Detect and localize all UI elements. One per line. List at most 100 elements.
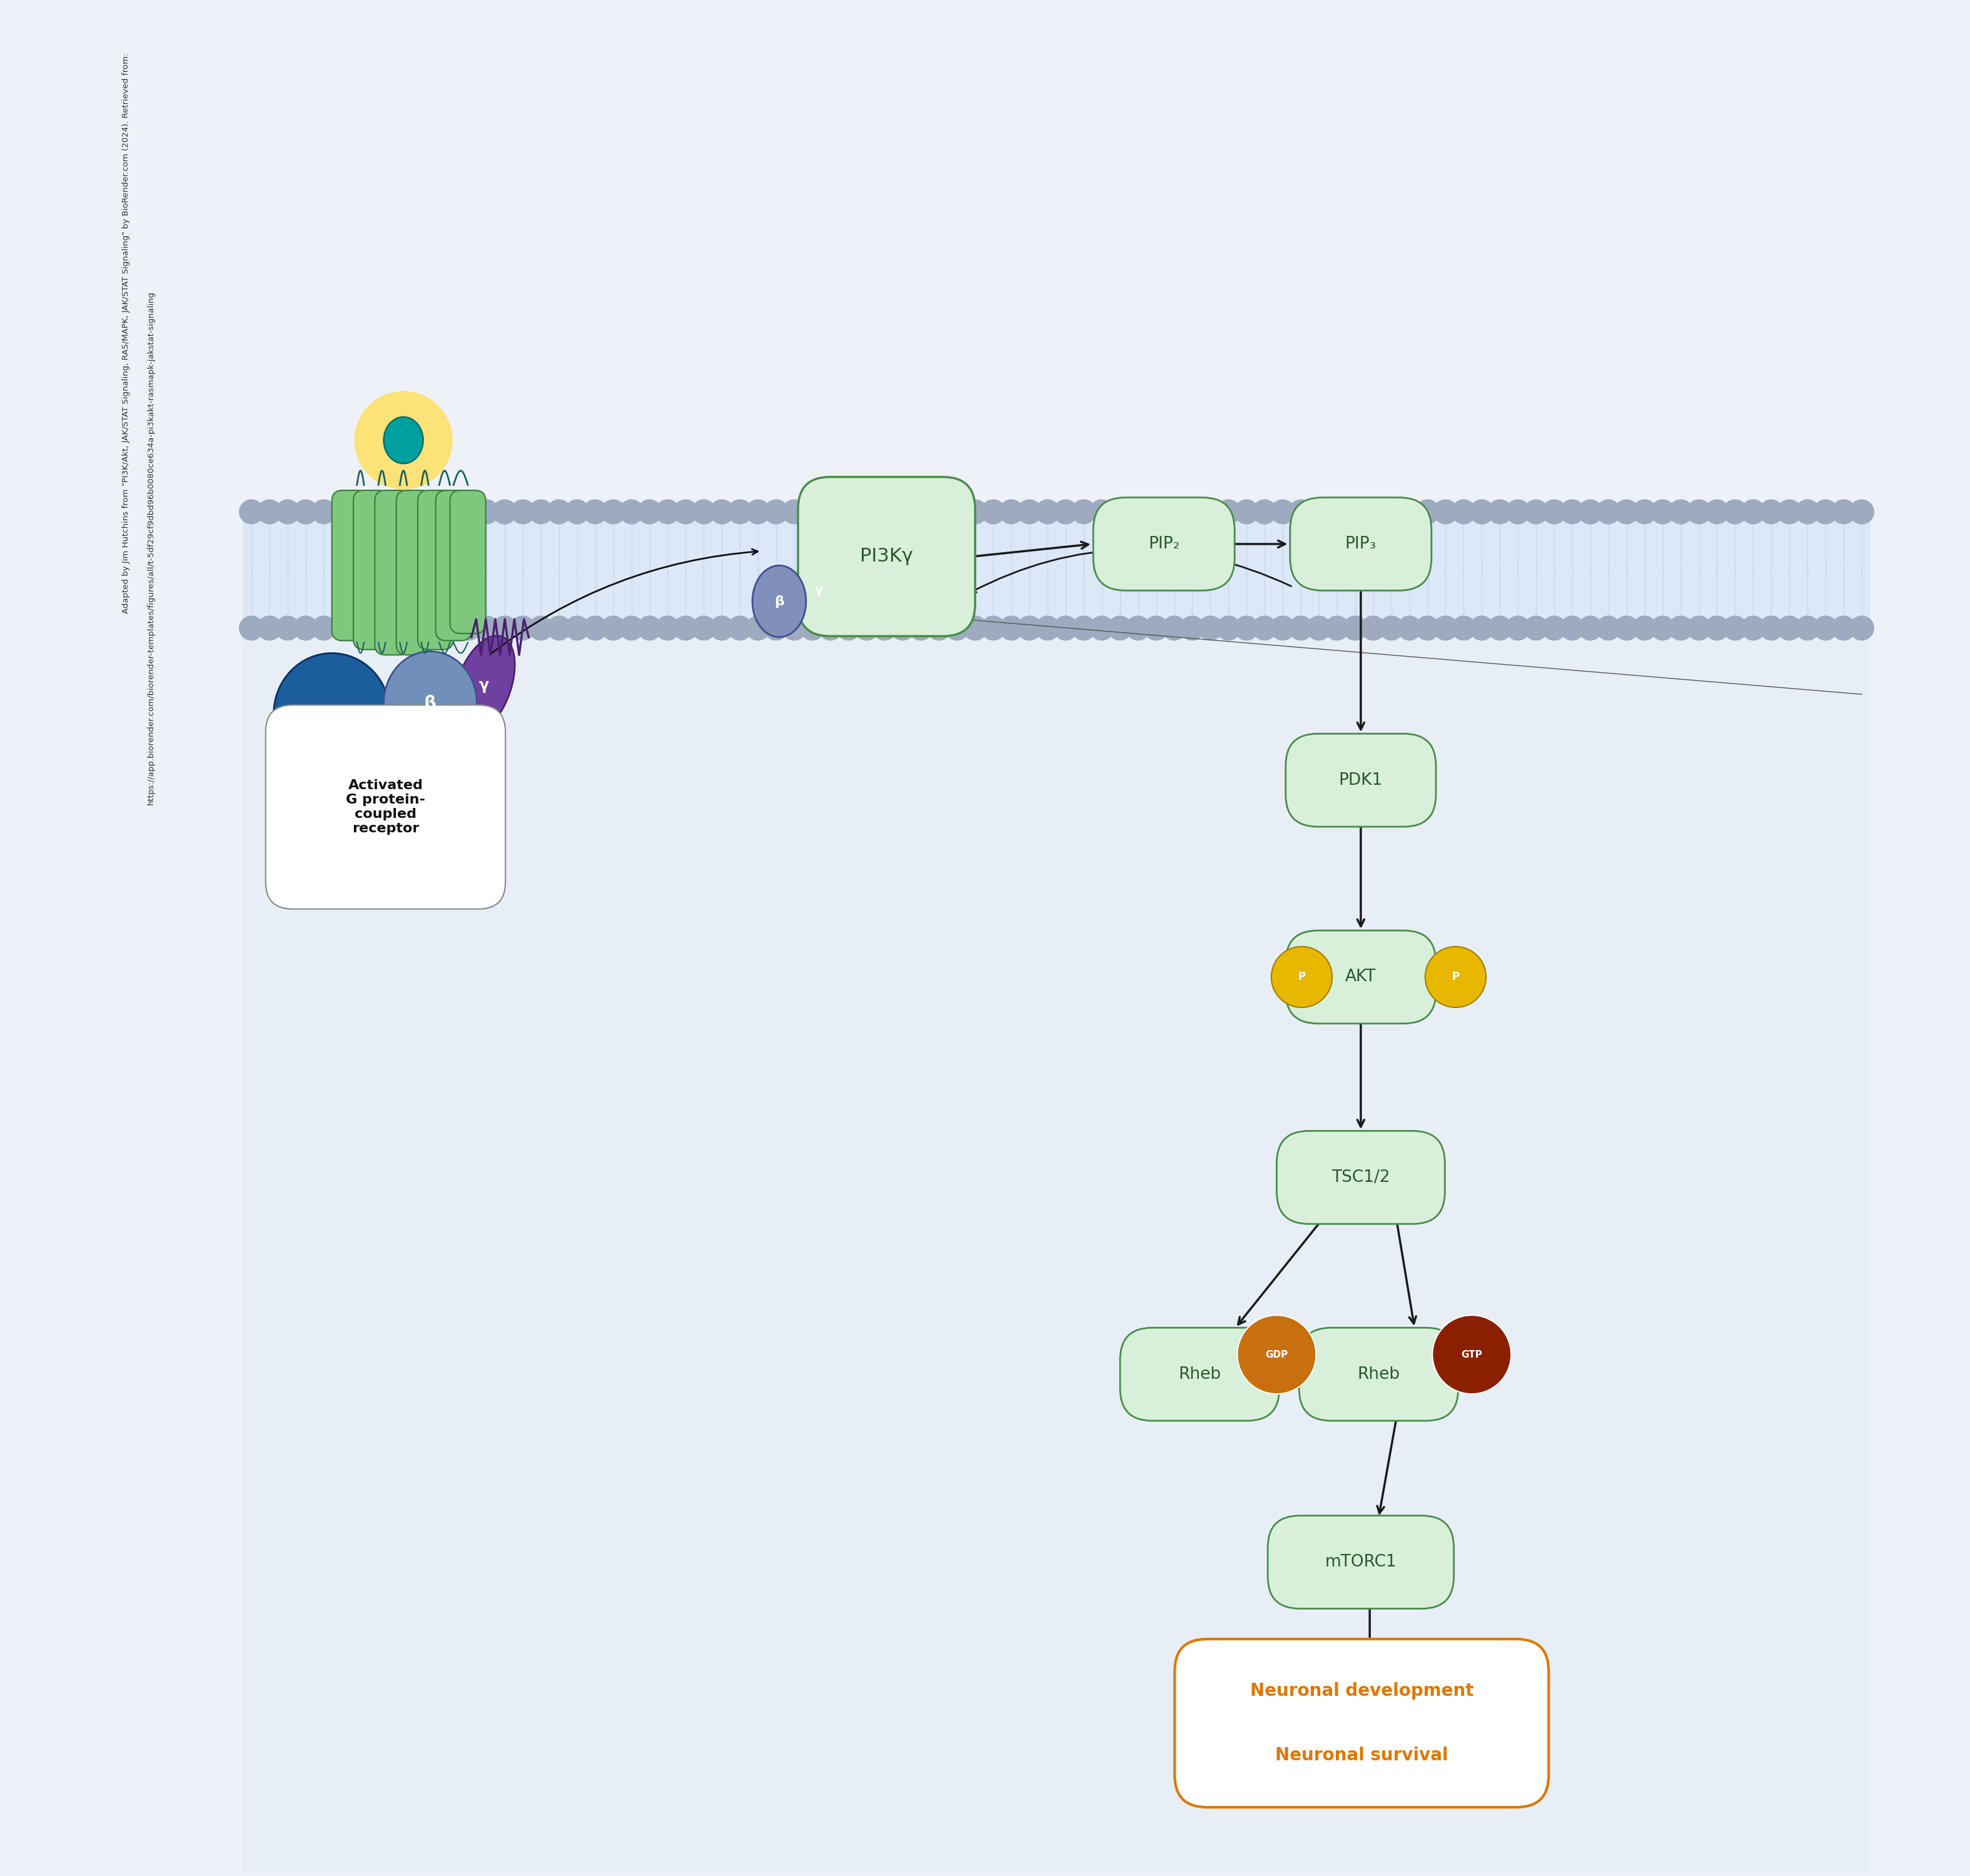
Circle shape <box>636 499 662 523</box>
Text: PI3Kγ: PI3Kγ <box>861 548 914 565</box>
Circle shape <box>1505 499 1531 523</box>
Circle shape <box>674 499 697 523</box>
Circle shape <box>276 615 299 640</box>
FancyBboxPatch shape <box>266 705 506 910</box>
Circle shape <box>1669 615 1694 640</box>
Text: β: β <box>424 694 437 713</box>
Circle shape <box>1288 615 1314 640</box>
Circle shape <box>475 499 498 523</box>
Circle shape <box>1759 615 1783 640</box>
Text: GDP: GDP <box>1265 1351 1288 1360</box>
Circle shape <box>1288 499 1314 523</box>
Circle shape <box>1578 615 1604 640</box>
Circle shape <box>727 615 753 640</box>
Circle shape <box>1215 615 1241 640</box>
Circle shape <box>944 499 969 523</box>
Circle shape <box>1162 615 1186 640</box>
Circle shape <box>1034 615 1060 640</box>
Circle shape <box>1198 615 1223 640</box>
Circle shape <box>1812 499 1838 523</box>
Circle shape <box>1741 499 1765 523</box>
Circle shape <box>1379 499 1405 523</box>
Circle shape <box>1143 615 1168 640</box>
Circle shape <box>1613 499 1639 523</box>
Circle shape <box>709 615 735 640</box>
Ellipse shape <box>274 653 390 775</box>
Circle shape <box>1072 615 1095 640</box>
Circle shape <box>1237 1315 1316 1394</box>
Circle shape <box>1432 1315 1511 1394</box>
Circle shape <box>238 499 264 523</box>
Circle shape <box>764 499 788 523</box>
Circle shape <box>1777 499 1803 523</box>
Circle shape <box>475 615 498 640</box>
Circle shape <box>1759 499 1783 523</box>
Circle shape <box>1344 499 1367 523</box>
Circle shape <box>1414 615 1440 640</box>
Circle shape <box>890 615 916 640</box>
Bar <box>242 628 1871 1872</box>
Circle shape <box>1741 615 1765 640</box>
Circle shape <box>492 615 518 640</box>
Circle shape <box>1523 499 1548 523</box>
Circle shape <box>1432 499 1458 523</box>
Circle shape <box>1361 615 1385 640</box>
Circle shape <box>510 615 536 640</box>
Circle shape <box>1543 615 1566 640</box>
Ellipse shape <box>384 416 424 463</box>
Text: γ: γ <box>479 677 489 692</box>
Circle shape <box>619 615 644 640</box>
Circle shape <box>1253 499 1277 523</box>
Circle shape <box>1795 615 1820 640</box>
Circle shape <box>1143 499 1168 523</box>
Circle shape <box>1397 499 1422 523</box>
Circle shape <box>782 499 808 523</box>
Circle shape <box>1271 947 1332 1007</box>
Circle shape <box>402 615 427 640</box>
Circle shape <box>691 499 717 523</box>
Circle shape <box>1560 615 1584 640</box>
Ellipse shape <box>753 565 806 638</box>
Ellipse shape <box>384 651 477 756</box>
Circle shape <box>1107 499 1133 523</box>
Circle shape <box>1125 615 1150 640</box>
Circle shape <box>1180 615 1206 640</box>
Circle shape <box>1686 499 1712 523</box>
Circle shape <box>1089 499 1115 523</box>
FancyBboxPatch shape <box>1290 497 1432 591</box>
Circle shape <box>420 499 445 523</box>
Text: α: α <box>325 705 339 722</box>
Circle shape <box>835 615 861 640</box>
Circle shape <box>1470 615 1495 640</box>
Circle shape <box>1125 499 1150 523</box>
Circle shape <box>329 499 355 523</box>
Circle shape <box>656 615 680 640</box>
Circle shape <box>1543 499 1566 523</box>
Circle shape <box>601 499 626 523</box>
Circle shape <box>908 615 934 640</box>
Circle shape <box>1578 499 1604 523</box>
Circle shape <box>1613 615 1639 640</box>
Circle shape <box>636 615 662 640</box>
Ellipse shape <box>453 636 514 735</box>
Circle shape <box>1017 499 1042 523</box>
Circle shape <box>1596 499 1621 523</box>
Circle shape <box>1452 615 1476 640</box>
Circle shape <box>619 499 644 523</box>
Circle shape <box>908 499 934 523</box>
Circle shape <box>1379 615 1405 640</box>
Text: Neuronal survival: Neuronal survival <box>1275 1747 1448 1763</box>
Circle shape <box>294 499 319 523</box>
Circle shape <box>800 615 825 640</box>
Text: mTORC1: mTORC1 <box>1326 1553 1397 1570</box>
Circle shape <box>565 615 589 640</box>
Circle shape <box>745 499 770 523</box>
Circle shape <box>835 499 861 523</box>
Circle shape <box>384 499 408 523</box>
Circle shape <box>656 499 680 523</box>
Circle shape <box>420 615 445 640</box>
Circle shape <box>256 615 282 640</box>
Circle shape <box>528 615 554 640</box>
Circle shape <box>329 615 355 640</box>
Circle shape <box>1631 615 1657 640</box>
